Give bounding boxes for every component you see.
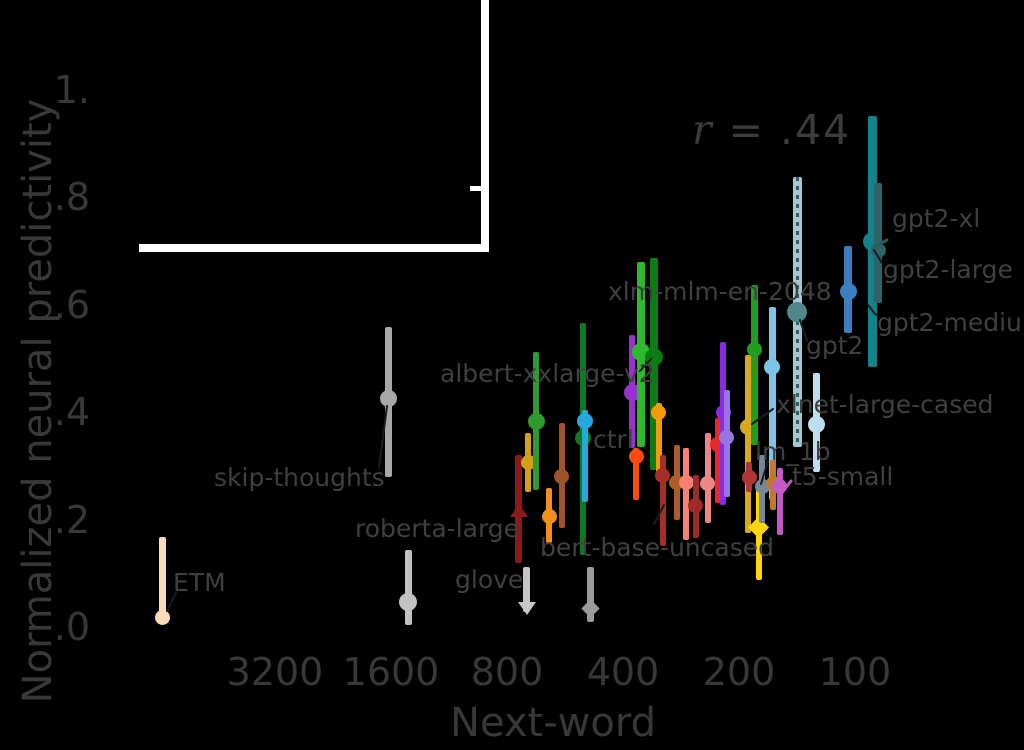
xlnet-large-cased-label: xlnet-large-cased — [776, 390, 994, 419]
x-tick-3200: 3200 — [226, 650, 324, 694]
gpt2-medium-label: gpt2-medium — [877, 308, 1024, 337]
bert-base-uncased-label: bert-base-uncased — [540, 533, 774, 562]
model-error-bar — [751, 284, 759, 445]
glove-arrow-marker — [517, 601, 536, 615]
glove-label: glove — [455, 565, 524, 594]
model-error-bar — [655, 403, 662, 480]
t5-small-error-bar — [776, 468, 783, 536]
x-tick-400: 400 — [586, 650, 660, 694]
x-tick-1600: 1600 — [342, 650, 440, 694]
model-data-point — [807, 415, 825, 433]
model-error-bar — [683, 448, 690, 540]
model-data-point — [520, 454, 536, 470]
model-data-point — [678, 474, 694, 490]
model-error-bar — [581, 410, 588, 502]
xlnet-large-cased-error-bar — [745, 355, 752, 533]
y-tick-.4: .4 — [53, 390, 90, 435]
roberta-large-error-bar — [404, 550, 412, 625]
ETM-label: ETM — [173, 568, 226, 597]
model-data-point — [580, 599, 600, 618]
skip-thoughts-data-point — [380, 390, 398, 408]
model-data-point — [541, 509, 557, 525]
x-axis-label: Next-word prediction — [450, 700, 656, 750]
gpt2-medium-data-point — [839, 283, 857, 301]
model-data-point — [527, 413, 545, 431]
model-data-point — [688, 497, 704, 513]
roberta-large-label: roberta-large — [355, 514, 520, 543]
model-error-bar — [586, 566, 594, 623]
model-error-bar — [714, 418, 721, 503]
y-tick-.2: .2 — [53, 497, 90, 542]
inset-box-tick — [470, 186, 481, 191]
t5-small-data-point — [772, 479, 787, 495]
model-error-bar — [720, 341, 727, 506]
model-data-point — [700, 475, 716, 491]
ETM-error-bar — [159, 536, 167, 621]
x-tick-100: 100 — [818, 650, 892, 694]
ctrl-label: ctrl — [593, 425, 634, 454]
model-data-point — [651, 404, 667, 420]
x-tick-800: 800 — [470, 650, 544, 694]
skip-thoughts-label: skip-thoughts — [214, 463, 385, 492]
correlation-annotation: r = .44 — [692, 106, 851, 154]
model-data-point — [719, 430, 735, 446]
y-tick-1.: 1. — [53, 68, 90, 112]
model-data-point — [623, 384, 641, 402]
inset-box-bottom-edge — [139, 244, 489, 252]
y-tick-.0: .0 — [53, 605, 90, 649]
correlation-r-symbol: r — [692, 106, 714, 154]
correlation-r-value: = .44 — [713, 106, 852, 154]
gpt2-label: gpt2 — [806, 331, 864, 360]
gpt2-large-label: gpt2-large — [883, 255, 1013, 284]
lm_1b-label: lm_1b — [755, 437, 831, 466]
inset-box-right-edge — [481, 0, 489, 252]
model-data-point — [576, 412, 593, 429]
bert-base-uncased-error-bar — [659, 455, 666, 547]
bert-base-uncased-data-point — [655, 467, 671, 483]
xlm-mlm-en-2048-label: xlm-mlm-en-2048 — [608, 277, 832, 306]
model-data-point — [628, 449, 644, 465]
x-tick-200: 200 — [702, 650, 776, 694]
glove-error-bar — [523, 566, 531, 612]
model-data-point — [764, 359, 781, 376]
ETM-data-point — [155, 610, 171, 626]
model-error-bar — [768, 306, 776, 501]
gpt2-xl-label: gpt2-xl — [892, 204, 981, 233]
albert-xxlarge-v2-label: albert-xxlarge-v2 — [440, 359, 655, 388]
roberta-large-data-point — [399, 592, 418, 611]
gpt2-data-point — [787, 301, 808, 322]
model-data-point — [554, 468, 570, 484]
y-tick-.6: .6 — [53, 282, 90, 327]
t5-small-label: t5-small — [792, 462, 894, 491]
model-error-bar — [633, 448, 640, 501]
model-data-point — [747, 342, 763, 358]
model-arrow-marker — [509, 504, 528, 518]
y-tick-.8: .8 — [53, 175, 90, 220]
model-data-point — [741, 469, 757, 485]
